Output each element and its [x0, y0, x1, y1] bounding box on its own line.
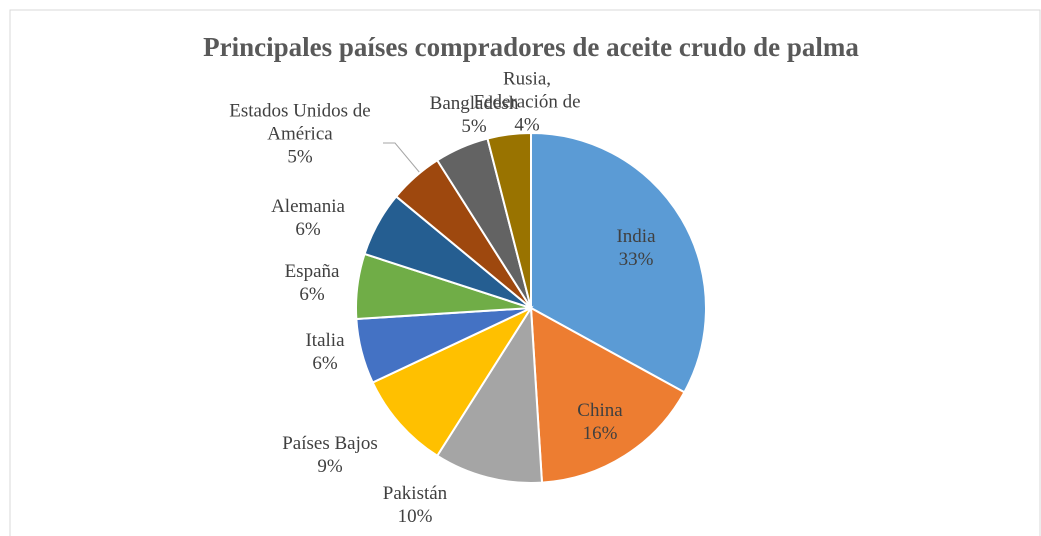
- pie-slice: [486, 131, 532, 309]
- category-label: Rusia, Federación de: [473, 68, 581, 113]
- percent-label: 33%: [618, 249, 654, 270]
- pie-slice: [529, 306, 686, 484]
- percent-label: 6%: [295, 219, 321, 240]
- leader-line: [383, 142, 421, 174]
- percent-label: 9%: [317, 456, 343, 477]
- category-label: Italia: [305, 330, 345, 351]
- data-label: Estados Unidos de América 5%: [215, 100, 385, 169]
- chart-title: Principales países compradores de aceite…: [203, 32, 859, 62]
- category-label: Estados Unidos de América: [229, 100, 371, 145]
- category-label: Países Bajos: [282, 433, 378, 454]
- percent-label: 5%: [287, 146, 313, 168]
- pie-slice: [530, 131, 707, 394]
- percent-label: 16%: [582, 423, 618, 444]
- data-label: España 6%: [262, 260, 362, 306]
- percent-label: 6%: [312, 353, 338, 374]
- pie-slice: [371, 305, 534, 458]
- category-label: India: [616, 226, 656, 247]
- percent-label: 6%: [299, 284, 325, 305]
- data-label: India 33%: [576, 225, 696, 271]
- percent-label: 5%: [461, 116, 487, 137]
- pie-slice: [435, 304, 544, 484]
- category-label: Alemania: [271, 196, 345, 217]
- percent-label: 10%: [397, 506, 433, 527]
- data-label: Bangladesh 5%: [419, 92, 529, 138]
- percent-label: 4%: [514, 114, 540, 136]
- data-label: Pakistán 10%: [355, 482, 475, 528]
- category-label: China: [577, 400, 623, 421]
- data-label: Países Bajos 9%: [260, 432, 400, 478]
- data-label: China 16%: [540, 399, 660, 445]
- data-label: Rusia, Federación de 4%: [467, 68, 587, 137]
- category-label: Pakistán: [382, 483, 448, 504]
- category-label: España: [284, 261, 340, 282]
- data-label: Italia 6%: [275, 329, 375, 375]
- category-label: Bangladesh: [429, 93, 519, 114]
- data-label: Alemania 6%: [248, 195, 368, 241]
